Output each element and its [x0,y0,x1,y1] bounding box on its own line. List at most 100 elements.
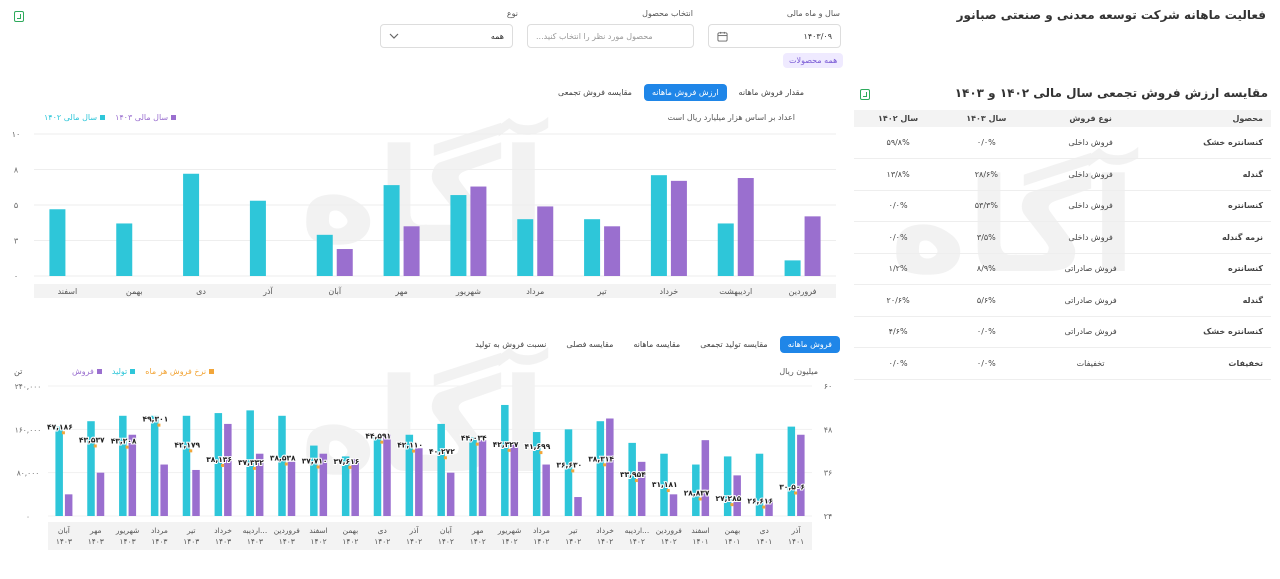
product-cell: نرمه گندله [1150,221,1271,254]
rate-label: ۴۲,۱۱۰ [397,441,423,450]
bar-1402 [784,260,801,276]
legend-item-rate[interactable]: نرخ فروش هر ماه [145,367,215,376]
x-tick-label: بهمن [725,526,741,535]
rate-label: ۴۲,۱۷۹ [174,440,200,449]
legend-label: تولید [111,367,128,376]
legend-item-1403[interactable]: سال مالی ۱۴۰۳ [115,113,177,122]
rate-label: ۲۷,۲۸۵ [716,494,742,503]
x-tick-year: ۱۴۰۲ [565,537,581,546]
bar-sales [606,418,614,516]
x-tick-label: آذر [791,525,802,535]
bar-production [278,415,286,516]
x-tick-label: شهریور [115,526,139,535]
rate-marker [507,448,511,452]
bar-sales [542,464,550,516]
tab-seasonal-comparison[interactable]: مقایسه فصلی [566,340,614,349]
bar-1403 [336,249,353,276]
x-tick-label: اردیبه... [625,526,650,535]
bar-1402 [517,219,534,276]
bar-production [182,415,191,516]
product-cell: کنسانتره [1150,190,1271,222]
x-tick-label: دی [378,526,387,535]
export-excel-icon[interactable] [14,11,24,22]
tab-monthly-comparison[interactable]: مقایسه ماهانه [633,340,681,349]
rate-marker [666,489,670,493]
rate-label: ۴۷,۱۸۶ [47,422,73,431]
table-header-row: محصول نوع فروش سال ۱۴۰۳ سال ۱۴۰۲ [854,110,1271,127]
bar-sales [319,453,328,516]
x-tick-year: ۱۴۰۲ [406,537,422,546]
rate-label: ۴۲,۳۲۷ [493,440,519,449]
bottom-chart-legend: نرخ فروش هر ماه تولید فروش [72,367,215,376]
x-tick-label: مرداد [526,287,544,296]
legend-item-1402[interactable]: سال مالی ۱۴۰۲ [44,113,106,122]
year-1403-cell: ۸/۹% [942,253,1031,285]
x-tick-label: خرداد [596,526,614,535]
y-tick-label: ۱۰ [12,130,21,139]
table-row: تخفیفات تخفیفات ۰/۰% ۰/۰% [854,347,1271,380]
x-tick-label: مهر [394,287,407,296]
sale-type-cell: فروش صادراتی [1030,284,1151,317]
legend-swatch [209,369,215,374]
type-select[interactable]: همه [380,24,513,48]
rate-marker [412,449,416,453]
bar-production [501,404,509,516]
top-chart-tabs: مقدار فروش ماهانه ارزش فروش ماهانه مقایس… [550,84,812,101]
year-1403-cell: ۰/۰% [942,127,1031,159]
export-excel-icon[interactable] [860,89,870,100]
bar-sales [128,434,137,516]
bar-production [692,464,700,516]
x-tick-year: ۱۴۰۲ [342,537,358,546]
all-products-chip[interactable]: همه محصولات [783,53,844,68]
rate-label: ۳۰,۵۰۶ [779,483,805,492]
rate-marker [794,491,798,495]
x-tick-label: دی [760,526,769,535]
x-tick-label: اسفند [691,526,709,535]
rate-label: ۴۳,۲۰۸ [111,437,137,446]
year-1402-cell: ۱۳/۸% [854,158,943,191]
bar-production [119,415,127,516]
left-axis-unit: تن [14,367,23,376]
product-cell: تخفیفات [1150,347,1271,380]
tab-cumulative-production[interactable]: مقایسه تولید تجمعی [700,340,768,349]
sales-comparison-table: محصول نوع فروش سال ۱۴۰۳ سال ۱۴۰۲ کنسانتر… [854,110,1271,380]
bar-1402 [183,173,200,276]
x-tick-label: مهر [471,526,484,535]
page-title: فعالیت ماهانه شرکت توسعه معدنی و صنعتی ص… [956,8,1266,22]
product-filter-label: انتخاب محصول [642,9,693,18]
x-tick-label: خرداد [660,287,679,296]
bar-production [596,421,605,516]
sale-type-cell: فروش داخلی [1030,127,1151,159]
tab-monthly-sales-quantity[interactable]: مقدار فروش ماهانه [738,88,804,97]
x-tick-year: ۱۴۰۳ [56,537,72,546]
rate-label: ۴۴,۰۳۴ [461,434,487,443]
tab-monthly-sales[interactable]: فروش ماهانه [779,336,840,353]
product-cell: کنسانتره خشک [1150,127,1271,159]
left-tick-label: ۲۴۰,۰۰۰ [15,382,42,391]
rate-marker [475,442,479,446]
product-select[interactable]: محصول مورد نظر را انتخاب کنید... [527,24,694,48]
rate-marker [316,465,320,469]
rate-label: ۴۴,۵۹۱ [365,432,391,441]
x-tick-year: ۱۴۰۲ [629,537,645,546]
bar-sales [574,497,582,516]
tab-monthly-sales-value[interactable]: ارزش فروش ماهانه [643,84,727,101]
bar-production [150,415,159,516]
y-tick-label: ۵ [14,201,18,210]
x-tick-year: ۱۴۰۳ [88,537,104,546]
tab-sales-production-ratio[interactable]: نسبت فروش به تولید [475,340,547,349]
year-month-input[interactable]: ۱۴۰۳/۰۹ [708,24,841,48]
x-axis-band [48,522,812,550]
legend-item-production[interactable]: تولید [111,367,136,376]
chevron-down-icon [389,33,399,39]
tab-cumulative-sales-comparison[interactable]: مقایسه فروش تجمعی [558,88,632,97]
x-tick-label: فروردین [789,287,817,296]
bar-production [755,453,764,516]
x-tick-label: آذر [409,525,420,535]
right-tick-label: ۲۴ [824,512,833,521]
rate-label: ۳۷,۷۱۰ [302,456,328,465]
legend-item-sales[interactable]: فروش [72,367,102,376]
table-title: مقایسه ارزش فروش تجمعی سال مالی ۱۴۰۲ و ۱… [954,86,1268,100]
year-month-value: ۱۴۰۳/۰۹ [803,31,832,41]
legend-label: سال مالی ۱۴۰۳ [115,113,169,122]
